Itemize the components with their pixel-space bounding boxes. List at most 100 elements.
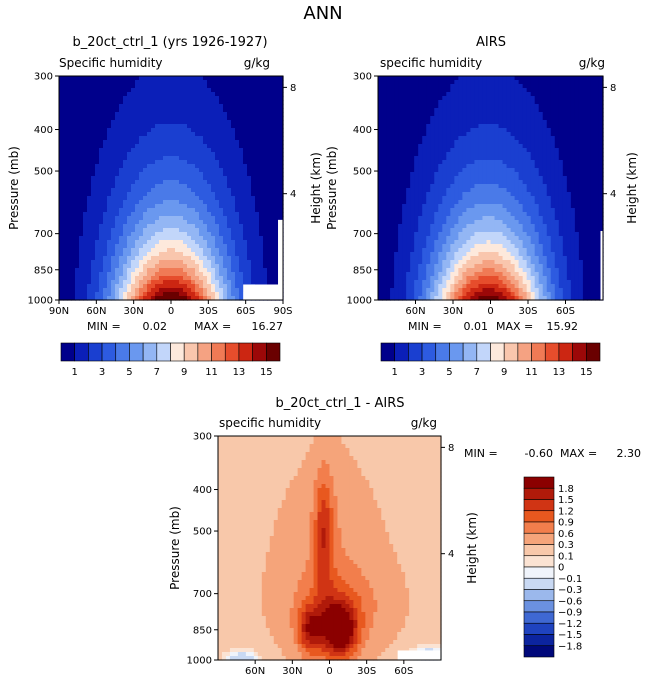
contour-cell bbox=[91, 256, 96, 261]
contour-cell bbox=[406, 140, 411, 145]
contour-cell bbox=[594, 180, 600, 185]
contour-cell bbox=[574, 132, 580, 137]
contour-cell bbox=[542, 100, 548, 105]
contour-cell bbox=[59, 168, 64, 173]
contour-cell bbox=[195, 220, 200, 225]
contour-cell bbox=[247, 92, 252, 97]
contour-cell bbox=[514, 160, 520, 165]
contour-cell bbox=[107, 212, 112, 217]
contour-cell bbox=[546, 128, 552, 133]
contour-cell bbox=[530, 92, 536, 97]
contour-cell bbox=[546, 188, 552, 193]
contour-cell bbox=[502, 104, 508, 109]
contour-cell bbox=[538, 112, 544, 117]
contour-cell bbox=[255, 140, 260, 145]
contour-cell bbox=[219, 80, 224, 85]
contour-cell bbox=[171, 244, 176, 249]
contour-cell bbox=[410, 192, 415, 197]
contour-cell bbox=[263, 280, 268, 285]
contour-cell bbox=[582, 124, 588, 129]
contour-cell bbox=[135, 88, 140, 93]
contour-cell bbox=[231, 212, 236, 217]
contour-cell bbox=[259, 208, 264, 213]
contour-cell bbox=[247, 264, 252, 269]
contour-cell bbox=[259, 168, 264, 173]
contour-cell bbox=[219, 128, 224, 133]
contour-cell bbox=[159, 168, 164, 173]
contour-cell bbox=[123, 136, 128, 141]
contour-cell bbox=[255, 260, 260, 265]
contour-cell bbox=[482, 184, 488, 189]
contour-cell bbox=[394, 192, 399, 197]
contour-cell bbox=[438, 104, 443, 109]
contour-cell bbox=[243, 124, 248, 129]
contour-cell bbox=[247, 220, 252, 225]
contour-cell bbox=[251, 92, 256, 97]
contour-cell bbox=[239, 92, 244, 97]
contour-cell bbox=[183, 200, 188, 205]
contour-cell bbox=[558, 112, 564, 117]
contour-cell bbox=[235, 220, 240, 225]
contour-cell bbox=[530, 144, 536, 149]
contour-cell bbox=[83, 132, 88, 137]
contour-cell bbox=[195, 200, 200, 205]
contour-cell bbox=[251, 280, 256, 285]
contour-cell bbox=[243, 248, 248, 253]
contour-cell bbox=[462, 140, 467, 145]
contour-cell bbox=[574, 196, 580, 201]
contour-cell bbox=[526, 76, 532, 81]
contour-cell bbox=[466, 108, 472, 113]
contour-cell bbox=[171, 96, 176, 101]
contour-cell bbox=[235, 240, 240, 245]
contour-cell bbox=[219, 108, 224, 113]
contour-cell bbox=[207, 120, 212, 125]
contour-cell bbox=[67, 92, 72, 97]
contour-cell bbox=[534, 100, 540, 105]
contour-cell bbox=[87, 264, 92, 269]
contour-cell bbox=[486, 160, 492, 165]
contour-cell bbox=[482, 168, 488, 173]
contour-cell bbox=[63, 240, 68, 245]
contour-cell bbox=[586, 124, 592, 129]
contour-cell bbox=[231, 144, 236, 149]
contour-cell bbox=[71, 292, 76, 297]
contour-cell bbox=[239, 84, 244, 89]
contour-cell bbox=[127, 188, 132, 193]
contour-cell bbox=[79, 248, 84, 253]
contour-cell bbox=[107, 136, 112, 141]
contour-cell bbox=[231, 256, 236, 261]
contour-cell bbox=[175, 100, 180, 105]
contour-cell bbox=[227, 200, 232, 205]
contour-cell bbox=[578, 88, 584, 93]
contour-cell bbox=[390, 164, 395, 169]
contour-cell bbox=[151, 104, 156, 109]
contour-cell bbox=[99, 236, 104, 241]
contour-cell bbox=[243, 268, 248, 273]
contour-cell bbox=[87, 108, 92, 113]
contour-cell bbox=[159, 140, 164, 145]
contour-cell bbox=[438, 124, 443, 129]
contour-cell bbox=[91, 84, 96, 89]
contour-cell bbox=[558, 108, 564, 113]
contour-cell bbox=[155, 116, 160, 121]
contour-cell bbox=[183, 204, 188, 209]
contour-cell bbox=[578, 144, 584, 149]
contour-cell bbox=[227, 124, 232, 129]
contour-cell bbox=[75, 292, 80, 297]
contour-cell bbox=[247, 228, 252, 233]
contour-cell bbox=[386, 144, 391, 149]
contour-cell bbox=[59, 160, 64, 165]
contour-cell bbox=[187, 208, 192, 213]
contour-cell bbox=[251, 124, 256, 129]
contour-cell bbox=[414, 88, 419, 93]
contour-cell bbox=[530, 196, 536, 201]
contour-cell bbox=[590, 108, 596, 113]
contour-cell bbox=[127, 116, 132, 121]
contour-cell bbox=[426, 84, 431, 89]
contour-cell bbox=[123, 212, 128, 217]
contour-cell bbox=[67, 272, 72, 277]
contour-cell bbox=[426, 184, 431, 189]
contour-cell bbox=[239, 264, 244, 269]
contour-cell bbox=[438, 108, 443, 113]
contour-cell bbox=[275, 252, 280, 257]
